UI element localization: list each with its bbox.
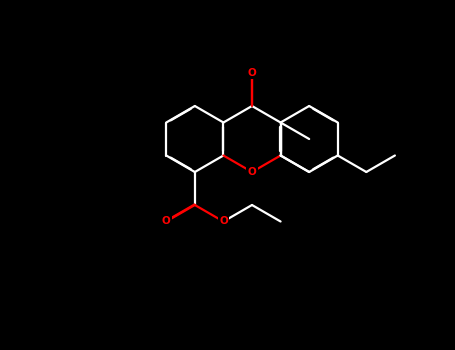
Text: O: O — [248, 167, 256, 177]
Text: O: O — [248, 68, 256, 78]
Text: O: O — [162, 217, 171, 226]
Text: O: O — [219, 217, 228, 226]
